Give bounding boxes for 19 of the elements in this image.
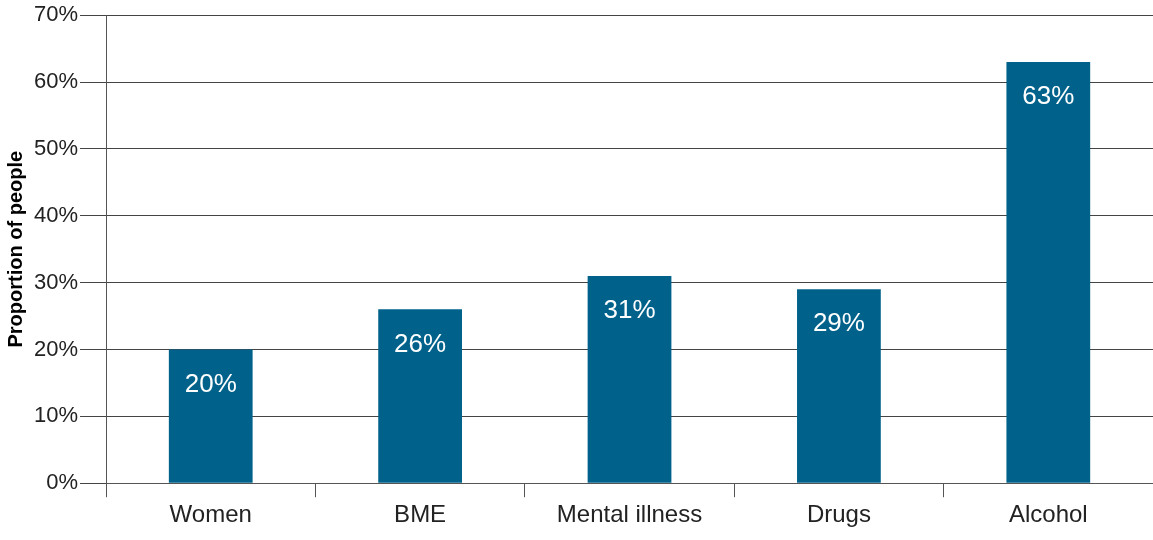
data-label: 63%: [1022, 80, 1075, 111]
y-axis-title: Proportion of people: [3, 150, 26, 348]
y-tick-label: 0%: [46, 469, 79, 495]
y-tick-label: 30%: [33, 268, 79, 294]
y-tick-label: 70%: [33, 1, 79, 27]
data-label: 26%: [394, 327, 447, 358]
y-tick-label: 10%: [33, 402, 79, 428]
y-tick-label: 40%: [33, 201, 79, 227]
x-tick-label: Alcohol: [1008, 500, 1088, 528]
y-tick-label: 50%: [33, 134, 79, 160]
data-label: 31%: [603, 294, 656, 325]
y-tick-label: 20%: [33, 335, 79, 361]
data-label: 20%: [184, 367, 237, 398]
x-tick-label: Women: [169, 500, 252, 528]
x-tick-label: BME: [394, 500, 447, 528]
x-tick-label: Mental illness: [556, 500, 703, 528]
y-tick-label: 60%: [33, 68, 79, 94]
x-tick-label: Drugs: [806, 500, 871, 528]
data-label: 29%: [812, 307, 865, 338]
